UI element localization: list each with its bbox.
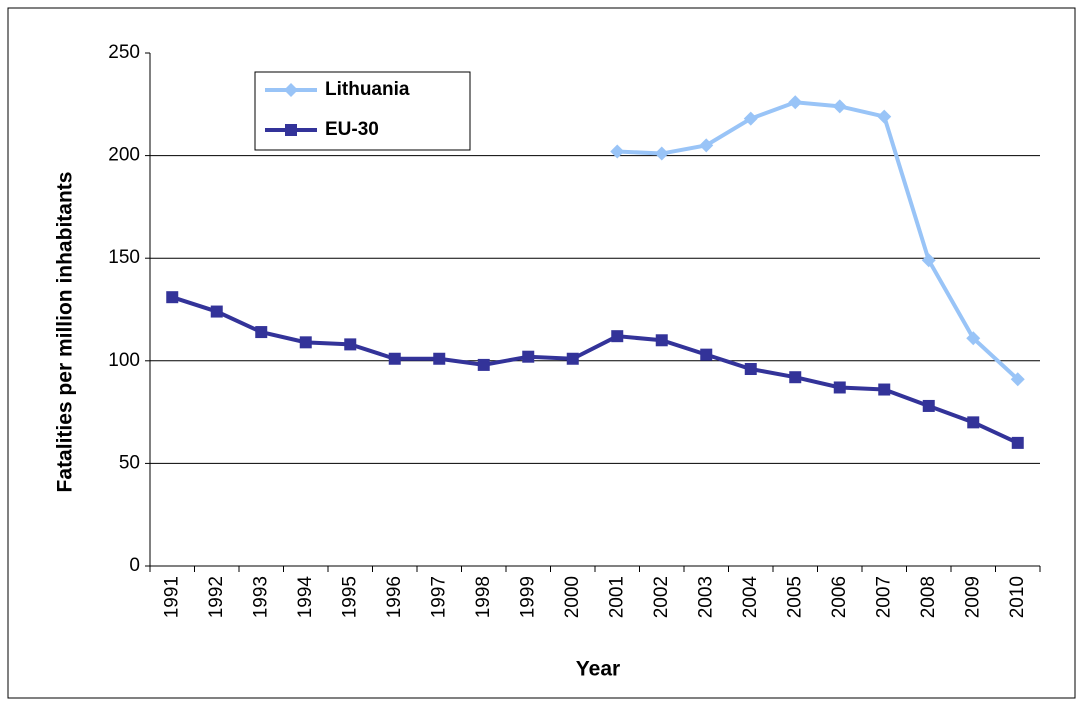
marker [610, 144, 625, 159]
y-tick-label: 0 [129, 555, 140, 576]
x-tick-label: 2006 [829, 576, 850, 618]
x-tick-label: 2005 [784, 576, 805, 618]
marker [788, 95, 803, 110]
x-tick-label: 2009 [962, 576, 983, 618]
marker [284, 83, 298, 97]
marker [344, 338, 357, 351]
x-tick-label: 2008 [918, 576, 939, 618]
marker [654, 146, 669, 161]
x-tick-label: 2007 [873, 576, 894, 618]
marker [967, 416, 980, 429]
x-tick-label: 1991 [161, 576, 182, 618]
marker [922, 399, 935, 412]
x-tick-label: 2002 [651, 576, 672, 618]
chart-frame [7, 7, 1076, 699]
marker [878, 383, 891, 396]
marker [285, 124, 297, 136]
x-tick-label: 1995 [339, 576, 360, 618]
y-tick-label: 100 [108, 350, 140, 371]
marker [255, 326, 268, 339]
x-tick-label: 1994 [295, 576, 316, 619]
marker [611, 330, 624, 343]
marker [744, 363, 757, 376]
series-line [617, 100, 1020, 381]
x-tick-label: 1993 [250, 576, 271, 618]
x-tick-label: 1998 [473, 576, 494, 618]
y-tick-label: 250 [108, 42, 140, 63]
x-tick-label: 2001 [606, 576, 627, 618]
marker [210, 305, 223, 318]
x-tick-label: 1992 [206, 576, 227, 618]
x-tick-label: 1997 [428, 576, 449, 618]
marker [743, 111, 758, 126]
y-axis-title: Fatalities per million inhabitants [54, 172, 77, 493]
marker [1011, 436, 1024, 449]
marker [1010, 372, 1025, 387]
x-tick-label: 2003 [695, 576, 716, 618]
marker [700, 348, 713, 361]
marker [789, 371, 802, 384]
marker [877, 109, 892, 124]
series-line [171, 295, 1019, 445]
marker [477, 358, 490, 371]
legend-label: Lithuania [325, 79, 410, 100]
x-tick-label: 2004 [740, 576, 761, 619]
marker [699, 138, 714, 153]
y-tick-label: 50 [119, 452, 140, 473]
marker [832, 99, 847, 114]
x-axis-title: Year [576, 658, 620, 681]
marker [921, 253, 936, 268]
marker [966, 331, 981, 346]
x-tick-label: 2010 [1007, 576, 1028, 618]
marker [388, 352, 401, 365]
x-tick-label: 1996 [384, 576, 405, 618]
x-tick-label: 2000 [562, 576, 583, 618]
y-tick-label: 150 [108, 247, 140, 268]
marker [655, 334, 668, 347]
marker [433, 352, 446, 365]
y-tick-label: 200 [108, 145, 140, 166]
marker [566, 352, 579, 365]
legend-label: EU-30 [325, 119, 379, 140]
marker [166, 291, 179, 304]
marker [522, 350, 535, 363]
marker [833, 381, 846, 394]
x-tick-label: 1999 [517, 576, 538, 618]
marker [299, 336, 312, 349]
